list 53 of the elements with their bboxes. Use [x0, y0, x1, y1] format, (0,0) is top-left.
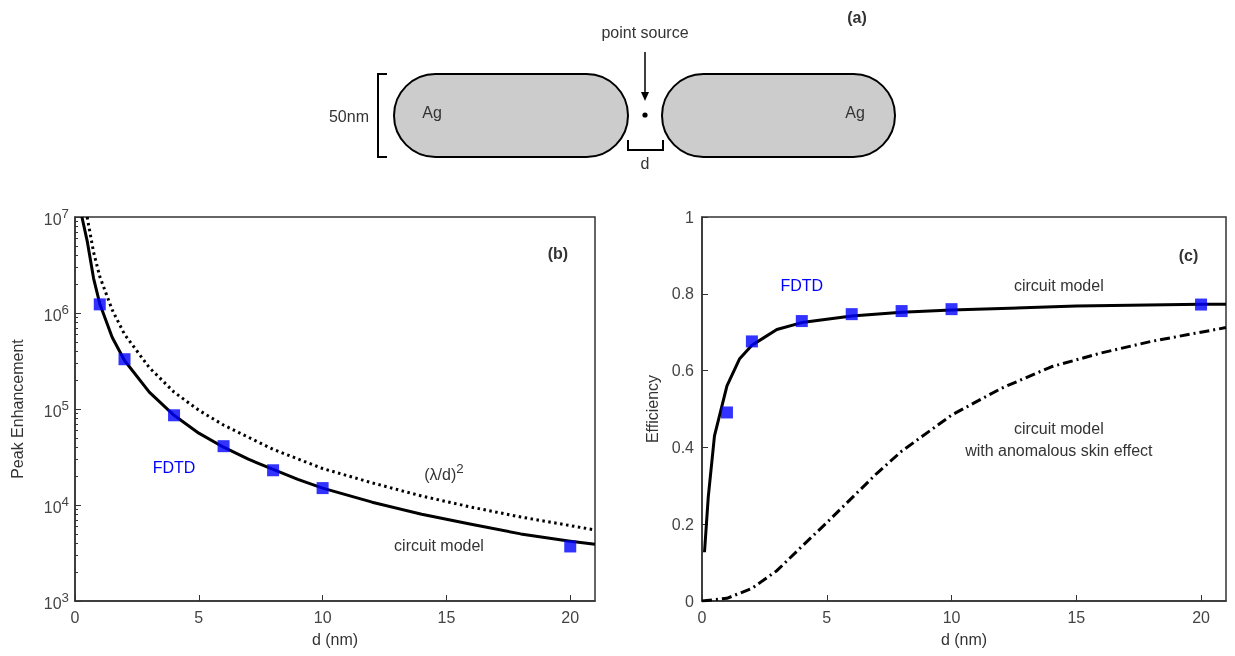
x-tick-label: 20: [561, 608, 580, 626]
point: [316, 482, 329, 495]
point: [168, 409, 181, 422]
x-tick-label: 10: [313, 608, 332, 626]
y-tick-label: 0.2: [671, 515, 695, 533]
point: [267, 464, 280, 477]
text: d: [640, 155, 650, 172]
point: [217, 440, 230, 453]
x-tick-label: 5: [194, 608, 204, 626]
series-label: circuit model with anomalous skin effect: [965, 418, 1153, 461]
y-tick-label: 0.8: [671, 285, 695, 303]
series-label: FDTD: [152, 458, 196, 479]
point: [564, 540, 577, 553]
x-tick-label: 0: [697, 608, 707, 626]
y-tick-label: 10$^{4}$: [43, 493, 69, 518]
x-axis-title: d (nm): [311, 630, 359, 648]
x-axis-title: d (nm): [940, 630, 988, 648]
y-tick-label: 0.4: [671, 438, 695, 456]
text: Ag: [845, 104, 865, 121]
series-label: circuit model: [394, 536, 484, 557]
series-label: (λ/d)$^{2}$: [424, 460, 464, 485]
annotation: (b): [547, 244, 569, 262]
y-tick-label: 10$^{5}$: [43, 397, 69, 422]
y-axis-title: Efficiency: [643, 374, 661, 444]
series-label: circuit model: [1013, 276, 1104, 297]
point: [118, 353, 131, 366]
series-label: FDTD: [780, 276, 824, 297]
y-axis-title: Peak Enhancement: [8, 338, 26, 479]
point: [745, 335, 758, 348]
y-tick-label: 0.6: [671, 362, 695, 380]
point: [945, 303, 958, 316]
text: point source: [601, 24, 689, 41]
x-tick-label: 20: [1192, 608, 1211, 626]
point: [845, 308, 858, 321]
y-tick-label: 10$^{3}$: [43, 589, 69, 614]
text: Ag: [422, 104, 442, 121]
x-tick-label: 10: [942, 608, 961, 626]
annotation: (c): [1178, 246, 1199, 264]
point: [895, 305, 908, 318]
x-tick-label: 0: [70, 608, 80, 626]
point: [720, 406, 733, 419]
text: 50nm: [328, 108, 369, 125]
y-tick-label: 10$^{6}$: [43, 301, 69, 326]
text: (a): [847, 9, 867, 26]
y-tick-label: 0: [685, 592, 695, 610]
x-tick-label: 15: [437, 608, 456, 626]
point: [795, 315, 808, 328]
y-tick-label: 10$^{7}$: [43, 205, 69, 230]
point: [93, 298, 106, 311]
x-tick-label: 15: [1067, 608, 1086, 626]
x-tick-label: 5: [822, 608, 832, 626]
point: [1195, 298, 1208, 311]
y-tick-label: 1: [685, 208, 695, 226]
